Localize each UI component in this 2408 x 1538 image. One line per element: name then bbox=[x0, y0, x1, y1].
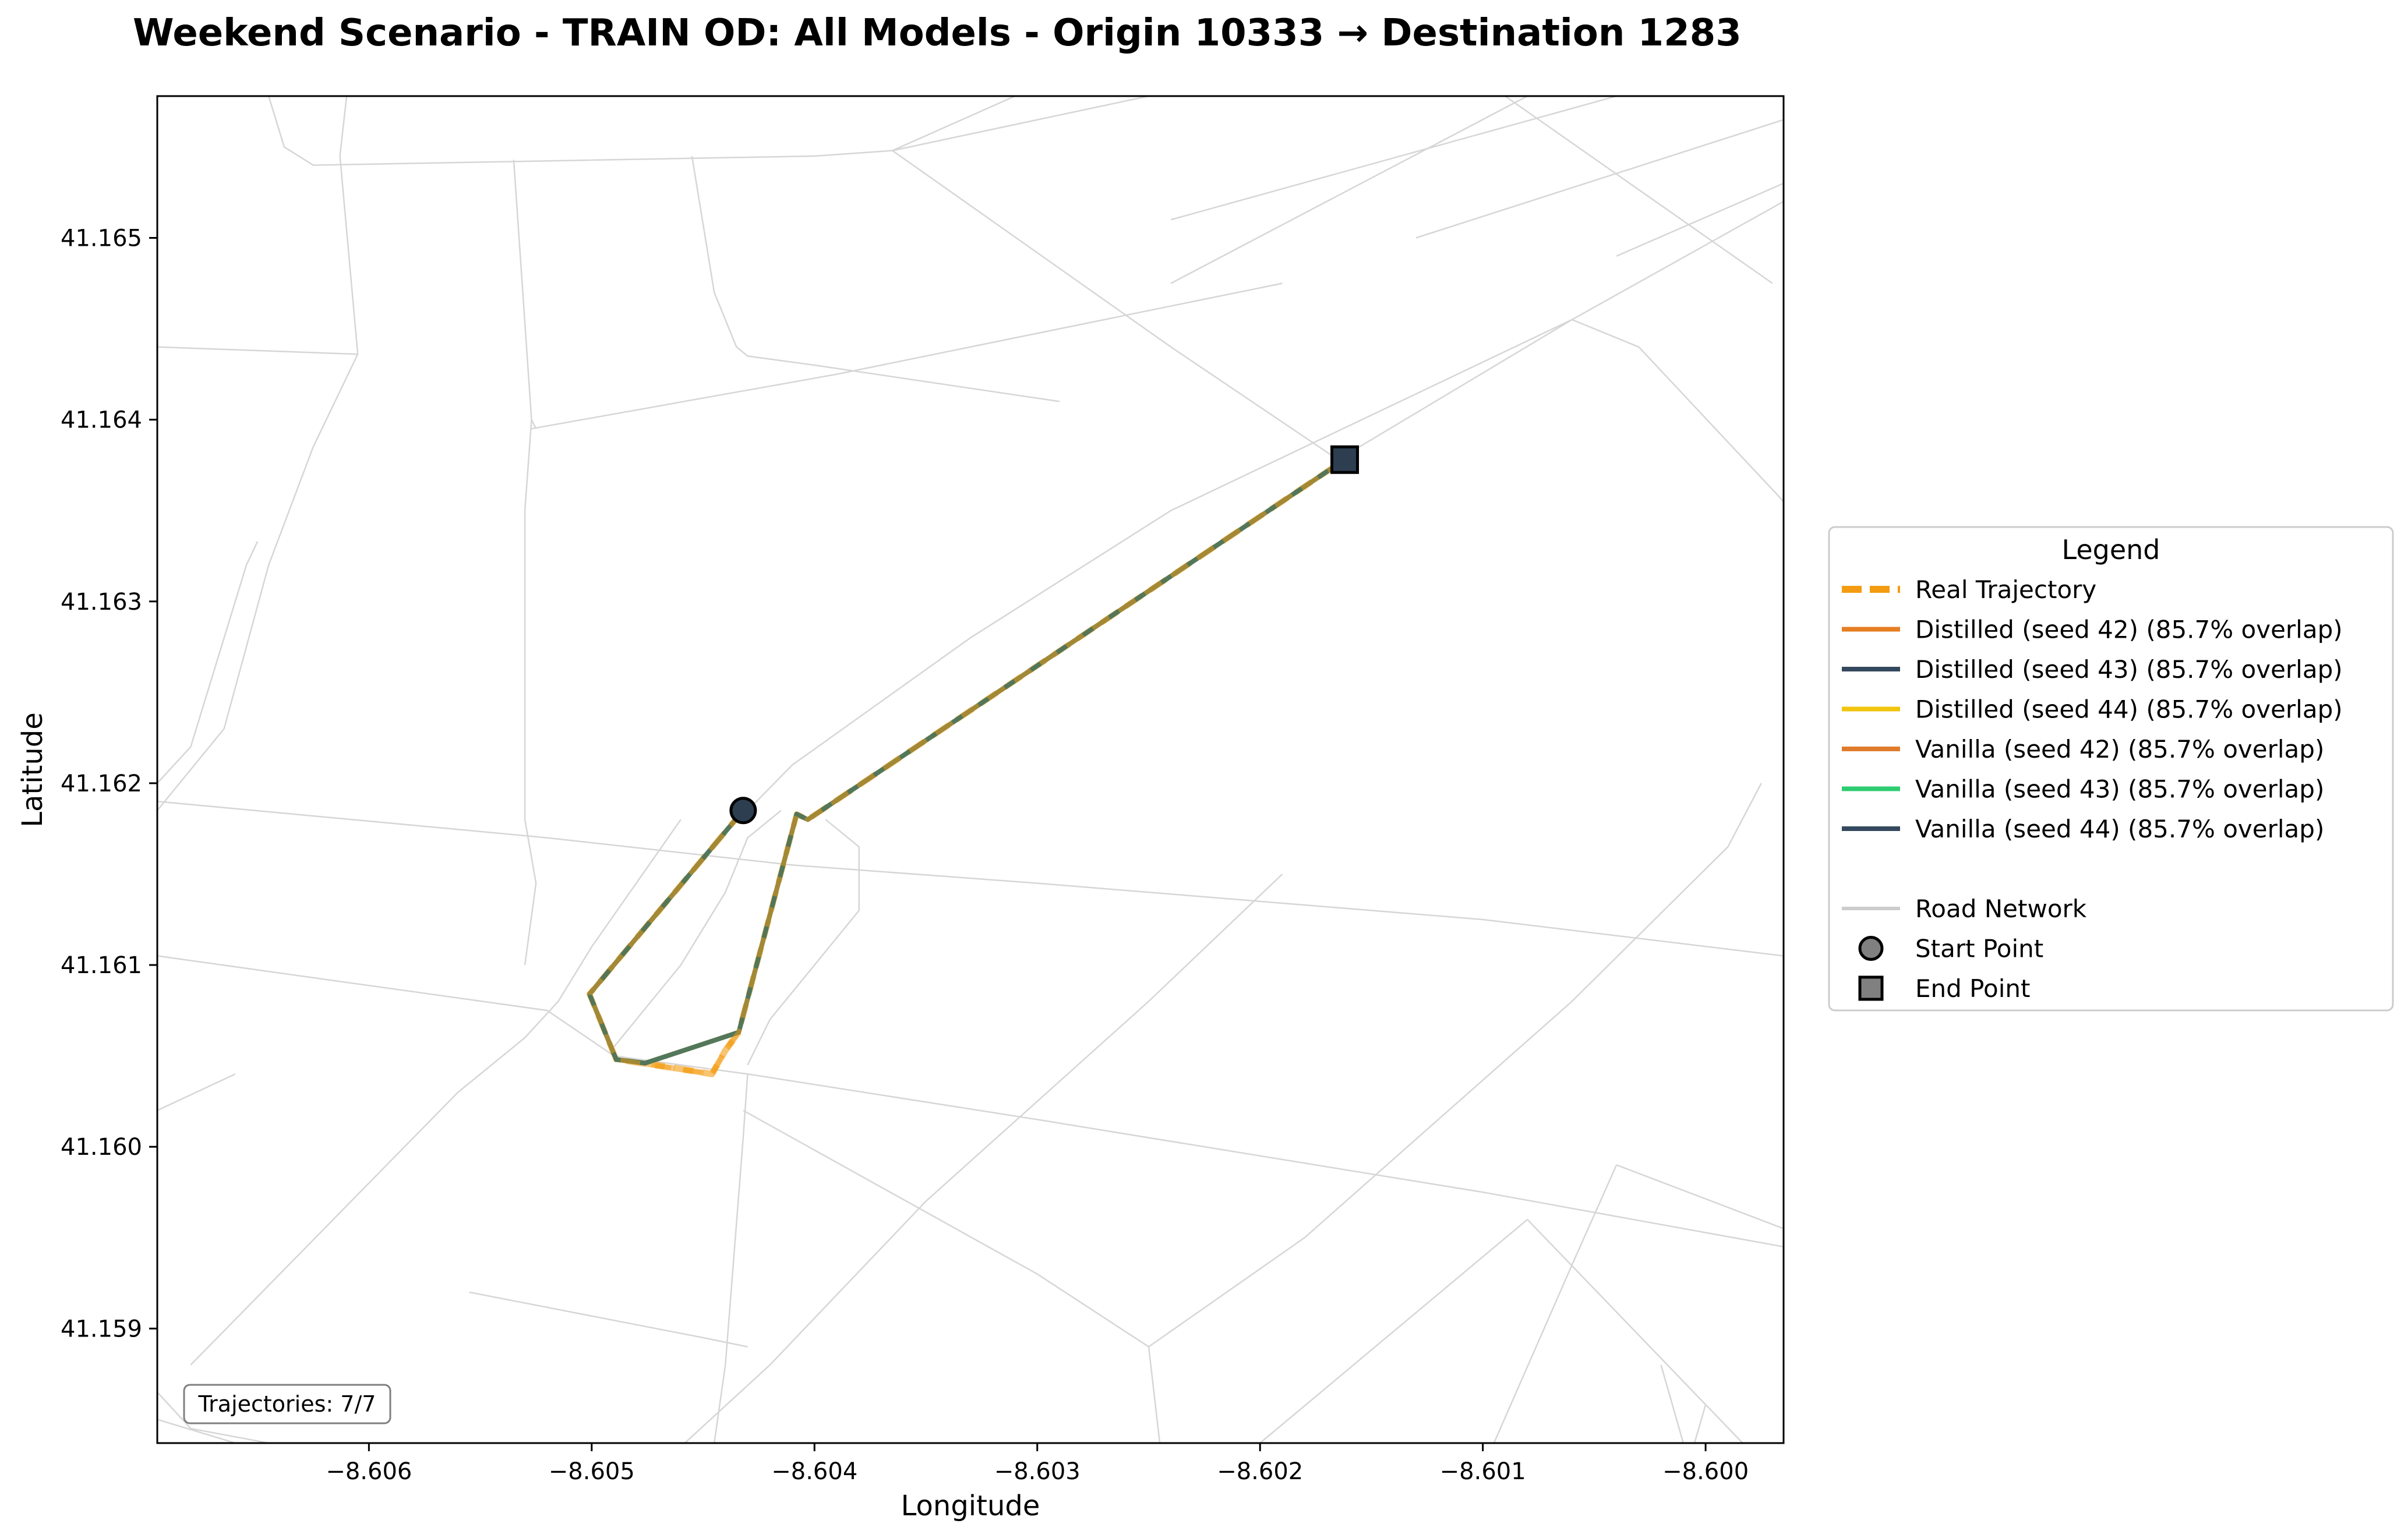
trajectory-count-annotation: Trajectories: 7/7 bbox=[183, 1384, 391, 1424]
road-segment bbox=[531, 419, 537, 429]
y-tick-label: 41.161 bbox=[61, 952, 142, 979]
legend-entry: Vanilla (seed 42) (85.7% overlap) bbox=[1842, 735, 2324, 763]
road-segment bbox=[513, 160, 537, 966]
road-segment bbox=[1693, 1405, 1707, 1443]
road-segment bbox=[613, 809, 782, 1048]
road-segment bbox=[268, 96, 893, 166]
y-tick-label: 41.159 bbox=[61, 1316, 142, 1342]
y-axis-label: Latitude bbox=[16, 712, 49, 828]
x-tick-label: −8.602 bbox=[1217, 1458, 1303, 1485]
road-segment bbox=[747, 319, 1573, 811]
legend-label: Road Network bbox=[1915, 894, 2087, 923]
legend-entry: Road Network bbox=[1842, 894, 2087, 923]
legend-label: End Point bbox=[1915, 974, 2030, 1003]
trajectory-count-text: Trajectories: 7/7 bbox=[198, 1391, 376, 1417]
road-segment bbox=[1527, 1219, 1744, 1443]
legend-entry: End Point bbox=[1858, 974, 2030, 1003]
legend: Legend Real Trajectory Distilled (seed 42… bbox=[1828, 526, 2394, 1012]
end-point-marker bbox=[1330, 445, 1360, 474]
road-segment bbox=[892, 96, 1149, 151]
legend-entry: Vanilla (seed 44) (85.7% overlap) bbox=[1842, 815, 2324, 843]
road-segment bbox=[1415, 119, 1784, 239]
legend-entries: Real Trajectory Distilled (seed 42) (85.7… bbox=[1842, 575, 2343, 1003]
road-segment bbox=[1147, 1346, 1161, 1443]
x-axis: −8.606 −8.605 −8.604 −8.603 −8.602 −8.601 −8.6… bbox=[326, 1443, 1749, 1485]
road-segment bbox=[683, 874, 1283, 1443]
od-markers bbox=[729, 445, 1360, 825]
road-segment bbox=[190, 819, 682, 1366]
legend-entry: Distilled (seed 44) (85.7% overlap) bbox=[1842, 695, 2343, 724]
legend-label: Vanilla (seed 42) (85.7% overlap) bbox=[1915, 735, 2324, 763]
legend-title: Legend bbox=[2062, 534, 2160, 565]
legend-label: Distilled (seed 43) (85.7% overlap) bbox=[1915, 655, 2343, 684]
road-segment bbox=[892, 96, 1016, 151]
legend-entry: Start Point bbox=[1858, 935, 2043, 963]
road-segment bbox=[1616, 182, 1784, 257]
y-tick-label: 41.165 bbox=[61, 225, 142, 252]
road-segment bbox=[531, 282, 1283, 430]
legend-label: Vanilla (seed 43) (85.7% overlap) bbox=[1915, 775, 2324, 804]
road-segment bbox=[157, 1073, 236, 1111]
plot-area[interactable] bbox=[156, 95, 1785, 1529]
road-segment bbox=[1259, 1219, 1528, 1443]
y-tick-label: 41.163 bbox=[61, 589, 142, 616]
road-segment bbox=[268, 155, 359, 565]
road-segment bbox=[1148, 783, 1762, 1348]
legend-frame bbox=[1828, 526, 2394, 1012]
legend-swatch bbox=[1858, 975, 1884, 1001]
road-segment bbox=[157, 1391, 269, 1443]
road-network bbox=[157, 96, 1784, 1443]
road-segment bbox=[1170, 96, 1528, 284]
road-segment bbox=[157, 800, 1784, 957]
legend-entry: Distilled (seed 43) (85.7% overlap) bbox=[1842, 655, 2343, 684]
road-segment bbox=[691, 155, 1060, 402]
x-tick-label: −8.606 bbox=[326, 1458, 412, 1485]
trajectories bbox=[587, 457, 1347, 1077]
start-point-marker bbox=[729, 797, 757, 825]
plot-background bbox=[157, 96, 1784, 1443]
x-tick-label: −8.601 bbox=[1440, 1458, 1526, 1485]
plot-frame bbox=[156, 95, 1785, 1444]
road-segment bbox=[1616, 1164, 1784, 1229]
x-tick-label: −8.603 bbox=[994, 1458, 1081, 1485]
road-segment bbox=[1505, 96, 1773, 284]
road-segment bbox=[747, 819, 860, 1066]
road-segment bbox=[743, 1109, 1149, 1348]
y-axis: 41.159 41.160 41.161 41.162 41.163 41.164 41.1… bbox=[61, 225, 157, 1342]
legend-label: Distilled (seed 44) (85.7% overlap) bbox=[1915, 695, 2343, 724]
y-tick-label: 41.162 bbox=[61, 770, 142, 797]
x-axis-label: Longitude bbox=[901, 1490, 1040, 1522]
legend-swatch bbox=[1858, 936, 1884, 961]
x-tick-label: −8.604 bbox=[771, 1458, 857, 1485]
road-segment bbox=[157, 1419, 236, 1443]
x-tick-label: −8.600 bbox=[1662, 1458, 1749, 1485]
road-segment bbox=[157, 346, 358, 355]
legend-label: Vanilla (seed 44) (85.7% overlap) bbox=[1915, 815, 2324, 843]
legend-label: Start Point bbox=[1915, 935, 2043, 963]
chart-title: Weekend Scenario - TRAIN OD: All Models … bbox=[133, 12, 1742, 55]
road-segment bbox=[713, 1074, 748, 1443]
legend-entry: Distilled (seed 42) (85.7% overlap) bbox=[1842, 616, 2343, 644]
y-tick-label: 41.160 bbox=[61, 1134, 142, 1161]
road-segment bbox=[1170, 96, 1617, 221]
legend-label: Real Trajectory bbox=[1915, 575, 2096, 604]
legend-label: Distilled (seed 42) (85.7% overlap) bbox=[1915, 616, 2343, 644]
legend-entry: Vanilla (seed 43) (85.7% overlap) bbox=[1842, 775, 2324, 804]
legend-entry: Real Trajectory bbox=[1842, 575, 2096, 604]
x-tick-label: −8.605 bbox=[549, 1458, 635, 1485]
road-segment bbox=[892, 150, 1339, 461]
real-trajectory-overlay bbox=[587, 457, 1346, 1077]
road-segment bbox=[157, 564, 270, 811]
road-segment bbox=[339, 96, 348, 157]
road-segment bbox=[469, 1291, 748, 1348]
road-segment bbox=[1572, 319, 1784, 502]
y-tick-label: 41.164 bbox=[61, 407, 142, 434]
road-segment bbox=[1660, 1364, 1685, 1443]
road-segment bbox=[157, 541, 259, 784]
